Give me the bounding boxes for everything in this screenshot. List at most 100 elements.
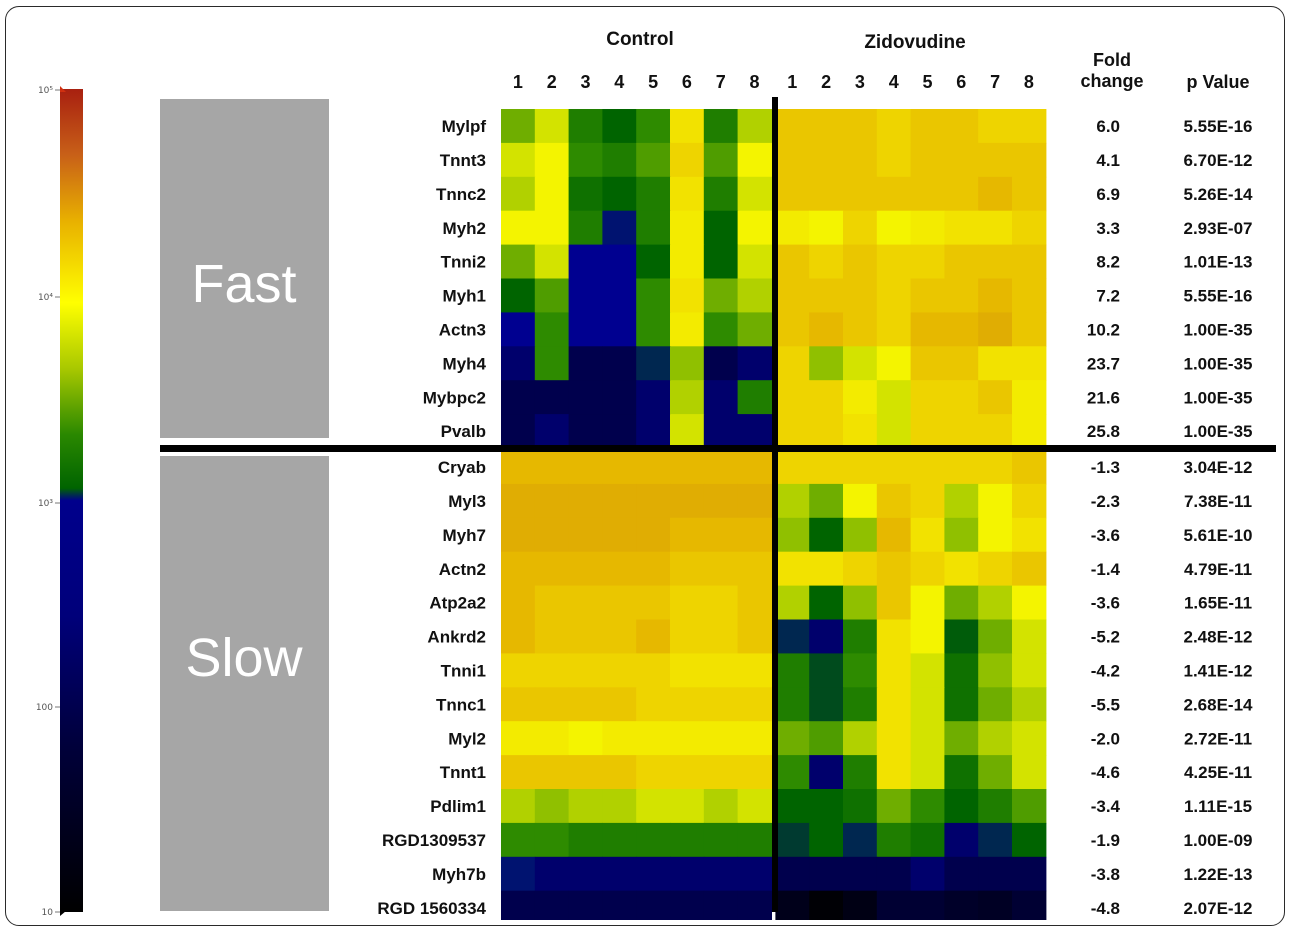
heatmap-cell: [737, 312, 772, 347]
heatmap-cell: [703, 822, 739, 858]
p-value: 1.00E-35: [1184, 321, 1253, 340]
p-value: 4.25E-11: [1184, 763, 1252, 782]
heatmap-cell: [602, 789, 637, 824]
heatmap-cell: [978, 890, 1013, 920]
column-label-control: 5: [648, 72, 658, 92]
dividers: [160, 97, 1276, 912]
heatmap-cell: [843, 653, 878, 688]
heatmap-cell: [1012, 414, 1047, 449]
heatmap-cell: [636, 312, 671, 347]
heatmap-cell: [636, 244, 671, 280]
heatmap-cell: [602, 312, 637, 347]
heatmap-cell: [1012, 142, 1047, 178]
heatmap-cell: [534, 890, 570, 920]
heatmap-cell: [1012, 380, 1047, 415]
heatmap-cell: [910, 755, 945, 790]
column-label-zidovudine: 3: [855, 72, 865, 92]
gene-label: Actn3: [439, 321, 486, 340]
heatmap-cell: [876, 822, 912, 858]
heatmap-cell: [534, 687, 570, 722]
heatmap-cell: [636, 346, 671, 381]
heatmap-cell: [809, 619, 844, 654]
heatmap-cell: [910, 687, 945, 722]
heatmap-cell: [501, 755, 536, 790]
heatmap-cell: [737, 244, 772, 280]
heatmap-cell: [978, 551, 1013, 587]
heatmap-cell: [978, 856, 1013, 892]
heatmap-cell: [843, 346, 878, 381]
heatmap-cell: [670, 210, 705, 246]
p-value: 1.00E-09: [1184, 831, 1253, 850]
heatmap-cell: [809, 755, 844, 790]
heatmap-cell: [809, 687, 844, 722]
heatmap-cell: [737, 346, 772, 381]
heatmap-cell: [534, 109, 570, 144]
heatmap-cell: [843, 244, 878, 280]
heatmap-cell: [978, 687, 1013, 722]
heatmap-cell: [944, 176, 979, 212]
heatmap-cell: [809, 585, 844, 621]
heatmap-cell: [534, 517, 570, 553]
heatmap-cell: [568, 619, 603, 654]
heatmap-cell: [809, 789, 844, 824]
heatmap-cell: [876, 380, 912, 415]
heatmap-cell: [534, 210, 570, 246]
gene-label: Myh7: [443, 526, 486, 545]
heatmap-cell: [978, 210, 1013, 246]
heatmap-cell: [670, 142, 705, 178]
heatmap-cell: [944, 687, 979, 722]
heatmap-cell: [703, 755, 739, 790]
p-value-header: p Value: [1186, 72, 1249, 92]
heatmap-cell: [809, 176, 844, 212]
heatmap-cell: [944, 822, 979, 858]
heatmap-cell: [534, 380, 570, 415]
heatmap-cell: [910, 380, 945, 415]
p-value: 1.11E-15: [1184, 797, 1252, 816]
heatmap-cell: [910, 721, 945, 756]
heatmap-cell: [636, 856, 671, 892]
colorbar-top-marker: [60, 86, 66, 92]
heatmap-cell: [978, 414, 1013, 449]
heatmap-cell: [534, 721, 570, 756]
heatmap-cell: [568, 822, 603, 858]
heatmap-cell: [843, 210, 878, 246]
heatmap-cell: [978, 721, 1013, 756]
heatmap-cell: [602, 619, 637, 654]
heatmap-cell: [602, 687, 637, 722]
heatmap-cell: [737, 789, 772, 824]
heatmap-cell: [501, 210, 536, 246]
gene-label: Myh2: [443, 219, 486, 238]
heatmap-cell: [809, 109, 844, 144]
heatmap-cell: [602, 822, 637, 858]
gene-label: Ankrd2: [427, 628, 486, 647]
heatmap-cell: [1012, 890, 1047, 920]
heatmap-cell: [534, 653, 570, 688]
p-value: 5.55E-16: [1184, 287, 1253, 306]
heatmap-cell: [775, 721, 810, 756]
heatmap-cell: [501, 856, 536, 892]
heatmap-cell: [876, 450, 912, 485]
heatmap-cell: [534, 278, 570, 313]
heatmap-cell: [636, 755, 671, 790]
heatmap-cell: [703, 244, 739, 280]
heatmap-cell: [809, 210, 844, 246]
heatmap-cell: [703, 142, 739, 178]
p-value: 1.22E-13: [1184, 865, 1253, 884]
fold-change-value: -1.9: [1091, 831, 1120, 850]
heatmap-cell: [876, 856, 912, 892]
heatmap-cell: [775, 483, 810, 519]
heatmap-cell: [737, 822, 772, 858]
heatmap-cell: [534, 551, 570, 587]
colorbar-tick-label: 10⁵: [38, 86, 53, 96]
heatmap-cell: [944, 551, 979, 587]
heatmap-cell: [1012, 450, 1047, 485]
column-label-zidovudine: 8: [1024, 72, 1034, 92]
heatmap-cell: [944, 312, 979, 347]
gene-label: Pdlim1: [430, 797, 486, 816]
heatmap-cell: [602, 721, 637, 756]
heatmap-cell: [910, 414, 945, 449]
heatmap-cell: [703, 483, 739, 519]
heatmap-cell: [944, 450, 979, 485]
heatmap-cell: [775, 176, 810, 212]
heatmap-cell: [737, 380, 772, 415]
